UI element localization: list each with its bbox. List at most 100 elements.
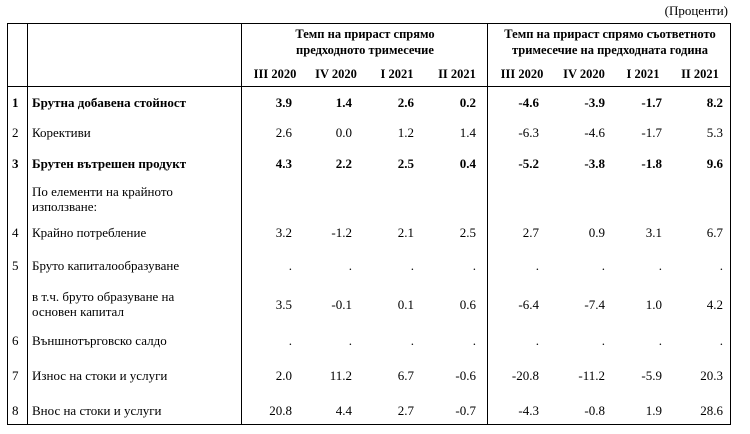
cell-value: 2.0 <box>275 368 292 383</box>
cell-value: 0.6 <box>459 297 476 312</box>
cell-value: 1.2 <box>397 125 414 140</box>
row-number: 3 <box>12 156 19 171</box>
cell-value: 0.4 <box>459 156 476 171</box>
grid-line <box>8 86 730 87</box>
cell-value: -20.8 <box>511 368 539 383</box>
cell-value: 8.2 <box>706 95 723 110</box>
cell-value: -3.8 <box>584 156 605 171</box>
row-label: Брутна добавена стойност <box>32 95 187 110</box>
cell-value: . <box>288 333 292 348</box>
cell-value: 2.2 <box>335 156 352 171</box>
grid-line <box>487 24 488 424</box>
cell-value: . <box>658 333 662 348</box>
group-header-qoq: Темп на прираст спрямо предходното триме… <box>295 27 435 57</box>
row-label: Външнотърговско салдо <box>32 333 167 348</box>
cell-value: 3.5 <box>275 297 292 312</box>
cell-value: . <box>348 333 352 348</box>
cell-value: 1.9 <box>645 403 662 418</box>
row-label: Износ на стоки и услуги <box>32 368 168 383</box>
grid-line <box>241 24 242 424</box>
row-number: 8 <box>12 403 19 418</box>
column-header: IV 2020 <box>315 67 357 81</box>
cell-value: . <box>535 258 539 273</box>
cell-value: 3.1 <box>645 225 662 240</box>
cell-value: 0.1 <box>397 297 414 312</box>
cell-value: 28.6 <box>700 403 723 418</box>
cell-value: . <box>535 333 539 348</box>
cell-value: -5.9 <box>641 368 662 383</box>
cell-value: . <box>348 258 352 273</box>
cell-value: 3.2 <box>275 225 292 240</box>
column-header: I 2021 <box>380 67 414 81</box>
cell-value: 5.3 <box>706 125 723 140</box>
cell-value: 6.7 <box>397 368 414 383</box>
cell-value: -0.8 <box>584 403 605 418</box>
cell-value: 11.2 <box>329 368 352 383</box>
cell-value: 4.2 <box>706 297 723 312</box>
row-number: 1 <box>12 95 19 110</box>
cell-value: 20.3 <box>700 368 723 383</box>
column-header: III 2020 <box>500 67 544 81</box>
cell-value: 3.9 <box>275 95 292 110</box>
cell-value: -4.6 <box>518 95 539 110</box>
cell-value: . <box>719 333 723 348</box>
cell-value: 20.8 <box>269 403 292 418</box>
cell-value: 4.3 <box>275 156 292 171</box>
cell-value: 2.5 <box>397 156 414 171</box>
gdp-growth-table: Темп на прираст спрямо предходното триме… <box>7 23 731 425</box>
cell-value: 1.4 <box>335 95 352 110</box>
cell-value: 4.4 <box>335 403 352 418</box>
row-label: в т.ч. бруто образуване на основен капит… <box>32 289 175 319</box>
row-label: Брутен вътрешен продукт <box>32 156 187 171</box>
cell-value: -11.2 <box>578 368 605 383</box>
cell-value: 2.5 <box>459 225 476 240</box>
row-number: 5 <box>12 258 19 273</box>
cell-value: 2.6 <box>275 125 292 140</box>
cell-value: . <box>658 258 662 273</box>
cell-value: -5.2 <box>518 156 539 171</box>
cell-value: -4.3 <box>518 403 539 418</box>
cell-value: 9.6 <box>706 156 723 171</box>
cell-value: -1.7 <box>641 95 662 110</box>
column-header: I 2021 <box>626 67 660 81</box>
cell-value: -1.7 <box>641 125 662 140</box>
grid-line <box>27 24 28 424</box>
cell-value: 2.6 <box>397 95 414 110</box>
cell-value: . <box>601 333 605 348</box>
row-number: 6 <box>12 333 19 348</box>
cell-value: 0.9 <box>588 225 605 240</box>
cell-value: -6.4 <box>518 297 539 312</box>
cell-value: . <box>472 258 476 273</box>
cell-value: 2.7 <box>397 403 414 418</box>
cell-value: -0.6 <box>455 368 476 383</box>
group-header-yoy: Темп на прираст спрямо съответното триме… <box>504 27 716 57</box>
cell-value: . <box>288 258 292 273</box>
cell-value: -7.4 <box>584 297 605 312</box>
cell-value: -1.2 <box>331 225 352 240</box>
row-label: Корективи <box>32 125 91 140</box>
cell-value: -3.9 <box>584 95 605 110</box>
cell-value: -0.7 <box>455 403 476 418</box>
column-header: IV 2020 <box>563 67 605 81</box>
cell-value: -4.6 <box>584 125 605 140</box>
cell-value: 0.0 <box>335 125 352 140</box>
column-header: III 2020 <box>253 67 297 81</box>
cell-value: 1.4 <box>459 125 476 140</box>
cell-value: -6.3 <box>518 125 539 140</box>
cell-value: . <box>410 333 414 348</box>
cell-value: 2.7 <box>522 225 539 240</box>
row-number: 4 <box>12 225 19 240</box>
column-header: II 2021 <box>438 67 476 81</box>
row-number: 7 <box>12 368 19 383</box>
cell-value: 1.0 <box>645 297 662 312</box>
cell-value: . <box>601 258 605 273</box>
row-label: Внос на стоки и услуги <box>32 403 162 418</box>
row-number: 2 <box>12 125 19 140</box>
cell-value: 2.1 <box>397 225 414 240</box>
cell-value: -1.8 <box>641 156 662 171</box>
cell-value: . <box>410 258 414 273</box>
cell-value: -0.1 <box>331 297 352 312</box>
row-label: Крайно потребление <box>32 225 147 240</box>
row-label: Бруто капиталообразуване <box>32 258 180 273</box>
column-header: II 2021 <box>681 67 719 81</box>
